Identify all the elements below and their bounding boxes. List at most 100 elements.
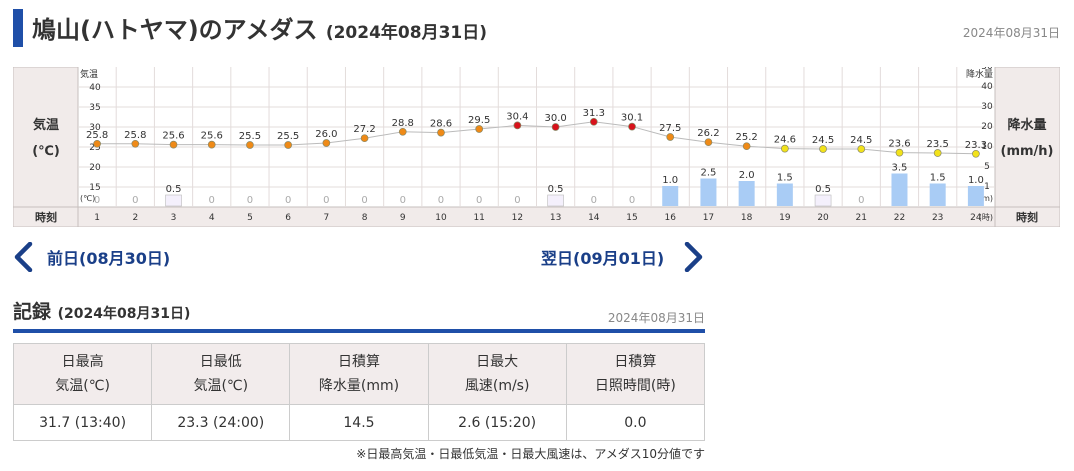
hour-tick-label: 19 (779, 213, 791, 223)
page-title: 鳩山(ハトヤマ)のアメダス (2024年08月31日) (32, 10, 487, 45)
temperature-axis-label: 気温 (33, 117, 59, 133)
temperature-point (475, 125, 484, 133)
title-accent-bar (13, 9, 23, 47)
header-line-1: 日積算 (337, 354, 380, 370)
temperature-data-label: 24.5 (812, 135, 834, 146)
hour-unit-label: (時) (979, 213, 993, 222)
precipitation-tick-label: 50 (981, 67, 993, 72)
next-day-link[interactable]: 翌日(09月01日) (541, 242, 704, 272)
precipitation-data-label: 0 (361, 195, 367, 206)
precipitation-data-label: 0 (132, 195, 138, 206)
temperature-axis-unit: (℃) (32, 144, 60, 159)
header-line-1: 日最大 (476, 354, 519, 370)
records-title-main: 記録 (13, 301, 52, 323)
record-max-temp: 31.7 (13:40) (12, 404, 153, 441)
record-precipitation: 14.5 (289, 404, 429, 441)
records-header-row: 日最高 気温(℃) 日最低 気温(℃) 日積算 降水量(mm) 日最大 風速(m/s) … (12, 343, 706, 405)
precipitation-data-label: 1.0 (662, 175, 678, 186)
precipitation-axis-title: 降水量 (966, 68, 993, 80)
hour-tick-label: 7 (323, 213, 329, 223)
temperature-point (933, 149, 942, 157)
temperature-data-label: 26.2 (697, 128, 719, 139)
temperature-point (666, 133, 675, 141)
record-sunshine: 0.0 (565, 404, 706, 441)
temperature-tick-label: 30 (89, 123, 101, 133)
records-table: 日最高 気温(℃) 日最低 気温(℃) 日積算 降水量(mm) 日最大 風速(m/s) … (12, 343, 706, 441)
temperature-point (972, 149, 980, 158)
temperature-data-label: 27.2 (353, 124, 375, 135)
temperature-axis-title: 気温 (80, 68, 98, 80)
temperature-point (781, 144, 789, 153)
temperature-data-label: 24.5 (850, 135, 872, 146)
precipitation-data-label: 0 (629, 195, 635, 206)
temperature-tick-label: 35 (89, 103, 100, 113)
header-line-2: 降水量(mm) (318, 378, 400, 394)
header-line-2: 気温(℃) (55, 378, 110, 394)
temperature-point (513, 121, 522, 130)
temperature-data-label: 25.2 (736, 132, 758, 143)
records-title-date: (2024年08月31日) (57, 306, 191, 322)
page-title-main: 鳩山(ハトヤマ)のアメダス (32, 16, 318, 44)
precipitation-data-label: 2.0 (739, 170, 755, 181)
hour-tick-label: 16 (665, 213, 677, 223)
records-divider (13, 329, 705, 333)
hour-tick-label: 23 (932, 213, 943, 223)
temperature-data-label: 31.3 (583, 108, 605, 119)
temperature-tick-label: 40 (89, 83, 101, 93)
header-line-2: 気温(℃) (193, 378, 249, 394)
header-line-1: 日積算 (614, 354, 657, 370)
temperature-point (207, 140, 216, 149)
precipitation-data-label: 0 (858, 195, 864, 206)
temperature-point (360, 134, 369, 143)
hour-tick-label: 4 (209, 213, 215, 223)
precipitation-data-label: 0 (476, 195, 482, 206)
page-title-date: (2024年08月31日) (325, 23, 487, 43)
records-header-cell: 日最低 気温(℃) (151, 343, 291, 405)
temperature-point (131, 139, 140, 148)
precipitation-data-label: 0 (438, 195, 444, 206)
hour-tick-label: 24 (970, 213, 982, 223)
temperature-point (819, 145, 827, 153)
chevron-left-icon (14, 242, 33, 272)
temperature-data-label: 23.6 (888, 139, 910, 150)
hour-tick-label: 14 (588, 213, 600, 223)
precipitation-bar (662, 186, 679, 206)
temperature-data-label: 24.6 (774, 135, 796, 146)
precipitation-data-label: 0.5 (815, 184, 831, 195)
header-date: 2024年08月31日 (962, 26, 1060, 40)
precipitation-bar (967, 186, 984, 206)
temperature-tick-label: 20 (89, 163, 101, 173)
precipitation-bar (776, 183, 793, 206)
precipitation-bar (547, 194, 564, 207)
temperature-data-label: 23.5 (927, 139, 949, 150)
hour-tick-label: 13 (550, 213, 561, 223)
temperature-data-label: 30.1 (621, 113, 643, 124)
temperature-point (589, 117, 598, 126)
temperature-data-label: 25.5 (239, 131, 261, 142)
precipitation-bar (929, 183, 946, 206)
temperature-point (246, 141, 254, 149)
precipitation-tick-label: 30 (981, 102, 993, 112)
temperature-unit-label: (℃) (80, 194, 95, 203)
temperature-series-line (97, 121, 976, 155)
precipitation-bar (814, 194, 832, 207)
records-title: 記録 (2024年08月31日) (13, 297, 190, 324)
temperature-data-label: 25.6 (162, 131, 184, 142)
temperature-data-label: 28.8 (392, 118, 414, 129)
temperature-point (169, 140, 178, 149)
temperature-point (857, 145, 866, 153)
precipitation-bar (165, 194, 182, 207)
record-min-temp: 23.3 (24:00) (151, 404, 291, 441)
prev-day-label: 前日(08月30日) (47, 249, 171, 268)
precipitation-axis-unit: (mm/h) (1001, 144, 1054, 159)
hour-tick-label: 2 (132, 213, 138, 223)
hour-tick-label: 1 (94, 213, 100, 223)
precipitation-bar (891, 173, 908, 206)
hour-tick-label: 22 (894, 213, 905, 223)
records-header-cell: 日最高 気温(℃) (12, 343, 153, 405)
time-axis-label-right: 時刻 (1016, 210, 1038, 224)
precipitation-data-label: 0.5 (166, 184, 182, 195)
header-line-2: 風速(m/s) (464, 378, 530, 394)
prev-day-link[interactable]: 前日(08月30日) (13, 242, 170, 272)
temperature-data-label: 26.0 (315, 129, 337, 140)
